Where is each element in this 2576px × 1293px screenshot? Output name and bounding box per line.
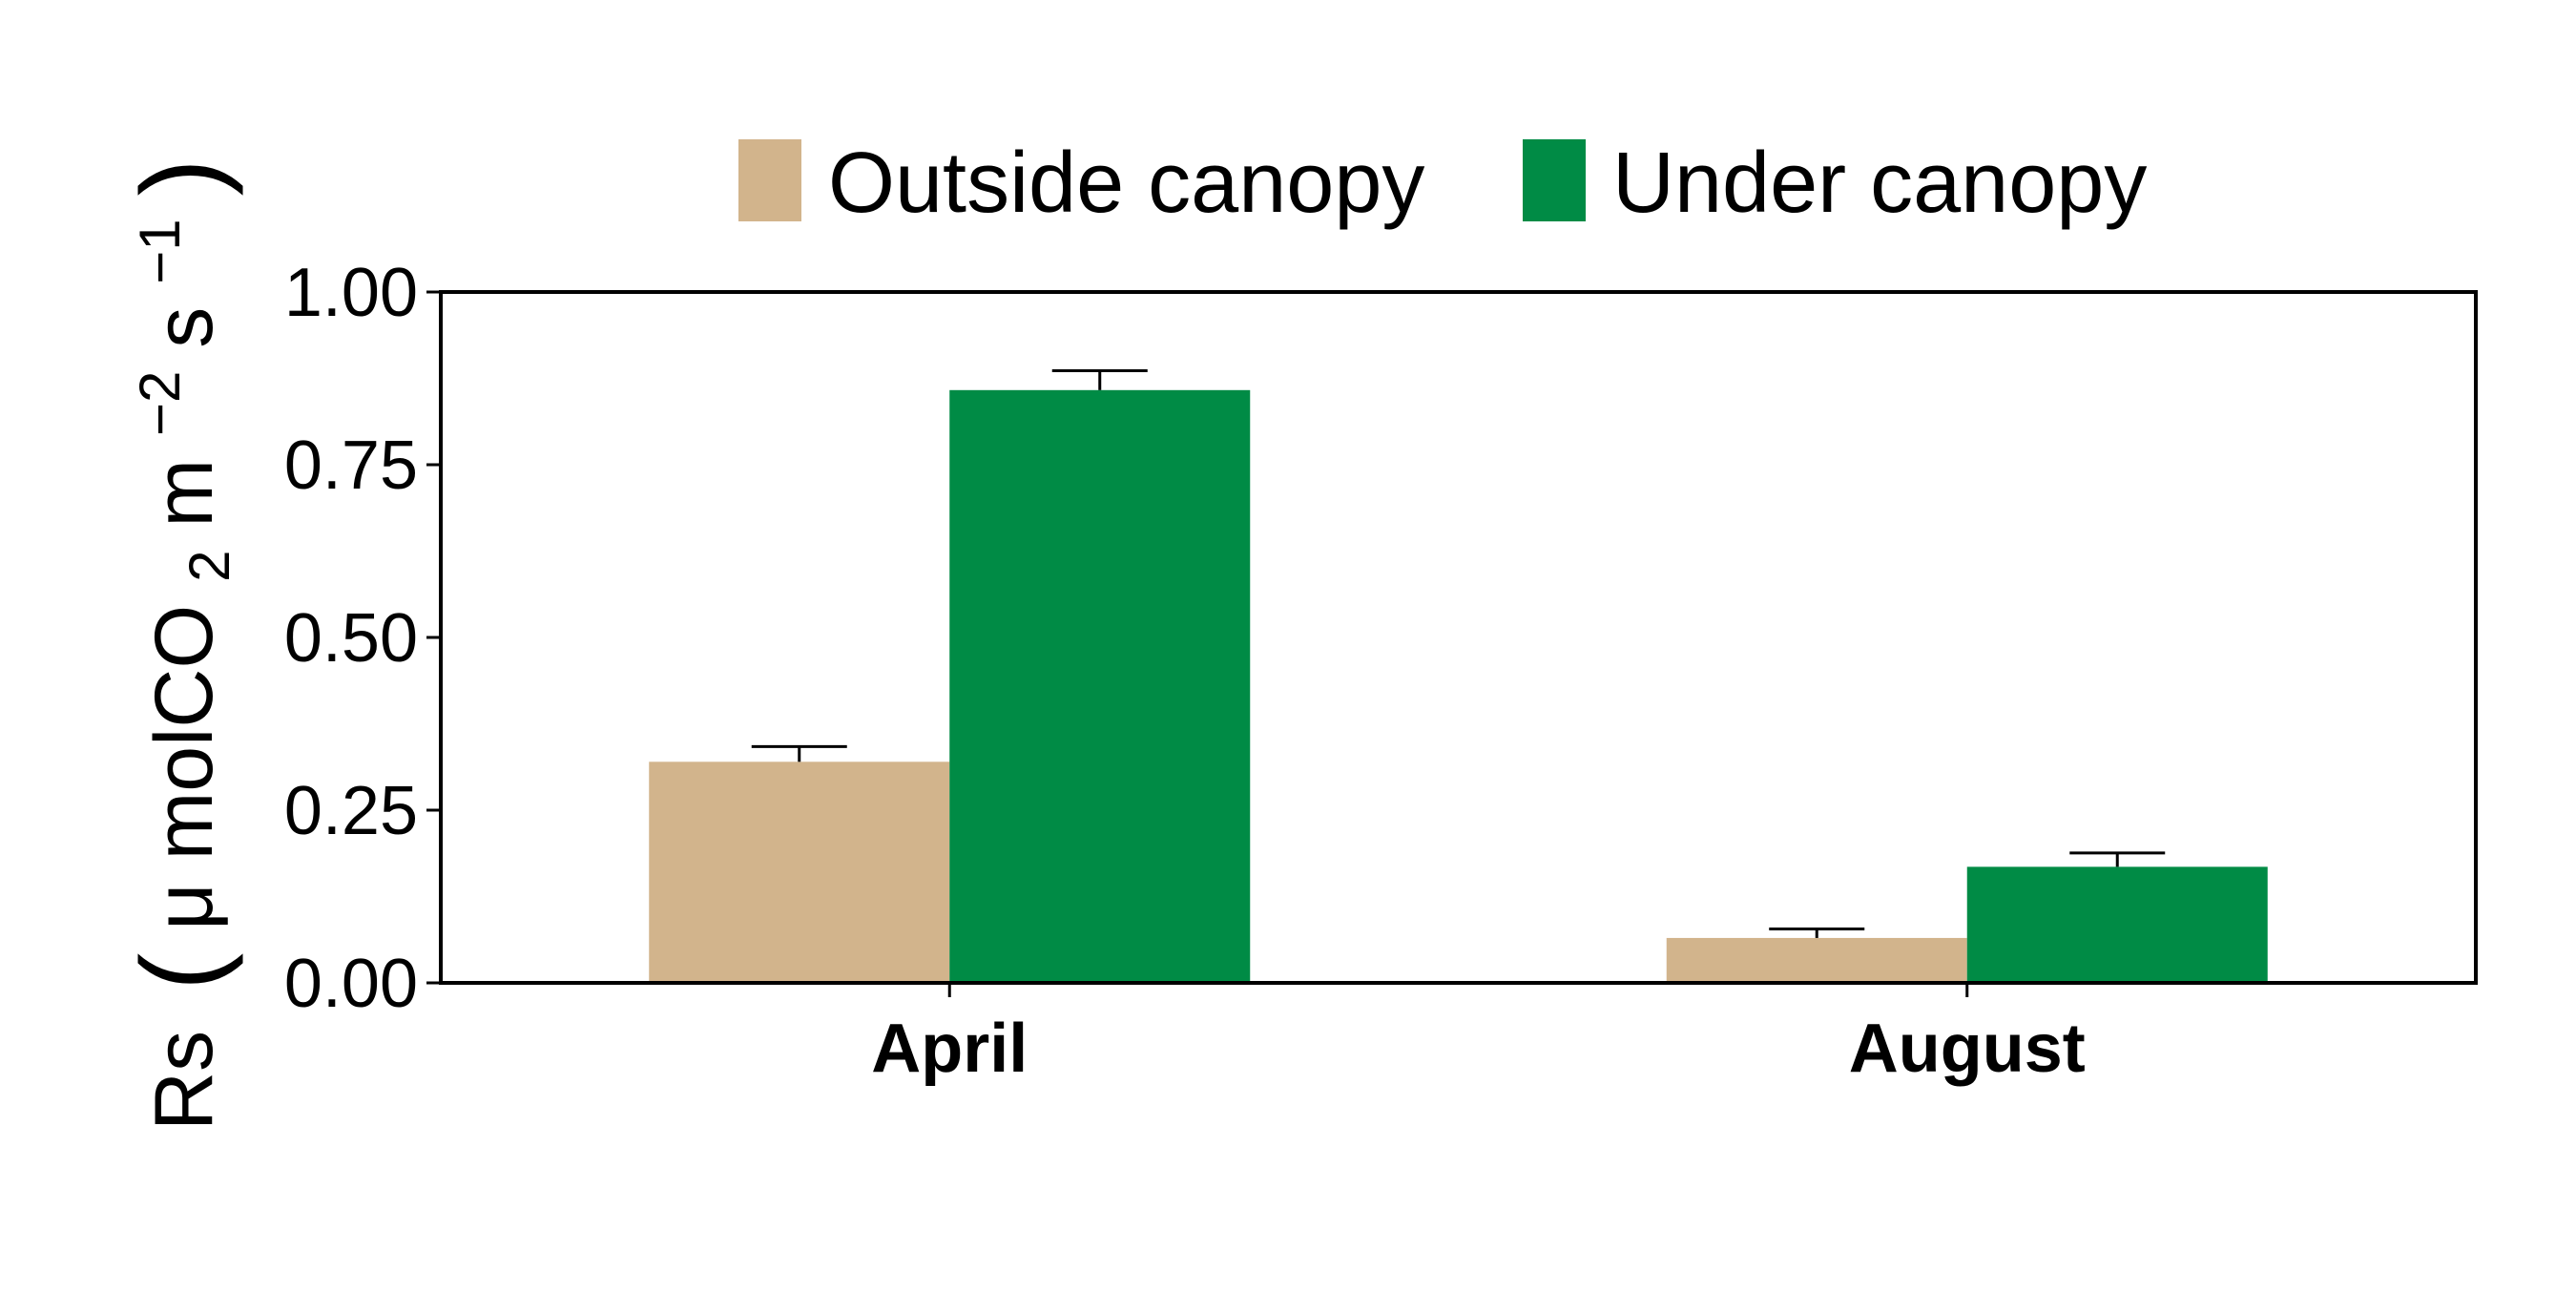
legend-swatch-outside-canopy (738, 139, 801, 221)
legend-label-under-canopy: Under canopy (1612, 136, 2147, 231)
y-axis-label-unit-b: m (138, 459, 230, 528)
bar-under-canopy-april (949, 389, 1251, 984)
legend-label-outside-canopy: Outside canopy (828, 136, 1424, 231)
y-tick-label: 1.00 (284, 255, 418, 331)
y-axis-label-unit-a: μ molCO (138, 605, 230, 930)
y-tick-label: 0.75 (284, 428, 418, 504)
y-tick-label: 0.00 (284, 946, 418, 1022)
legend-swatch-under-canopy (1523, 139, 1586, 221)
y-axis-label-main: Rs (138, 1031, 230, 1131)
bar-outside-canopy-april (649, 761, 950, 983)
legend: Outside canopy Under canopy (738, 136, 2147, 231)
svg-text:Rs ( μ molCO: Rs ( μ molCO 2 m −2 s −1 ) (106, 158, 247, 1131)
y-axis-label-sub2: 2 (177, 550, 241, 581)
plot-area: April August 0.00 0.25 0.50 0.75 1.00 (284, 255, 2478, 1087)
bar-under-canopy-august (1966, 866, 2268, 983)
y-axis-label-unit-c: s (138, 307, 230, 348)
y-tick-label: 0.25 (284, 773, 418, 849)
y-axis-label-sup-m: −2 (128, 371, 192, 436)
y-axis-label-open-paren: ( (118, 953, 244, 991)
x-tick-label-april: April (871, 1011, 1028, 1087)
y-axis-label: Rs ( μ molCO 2 m −2 s −1 ) (106, 158, 247, 1131)
y-axis-label-close-paren: ) (118, 158, 244, 196)
y-tick-label: 0.50 (284, 600, 418, 677)
bar-outside-canopy-august (1666, 937, 1967, 983)
y-axis-label-sup-s: −1 (128, 219, 192, 283)
x-tick-label-august: August (1849, 1011, 2086, 1087)
